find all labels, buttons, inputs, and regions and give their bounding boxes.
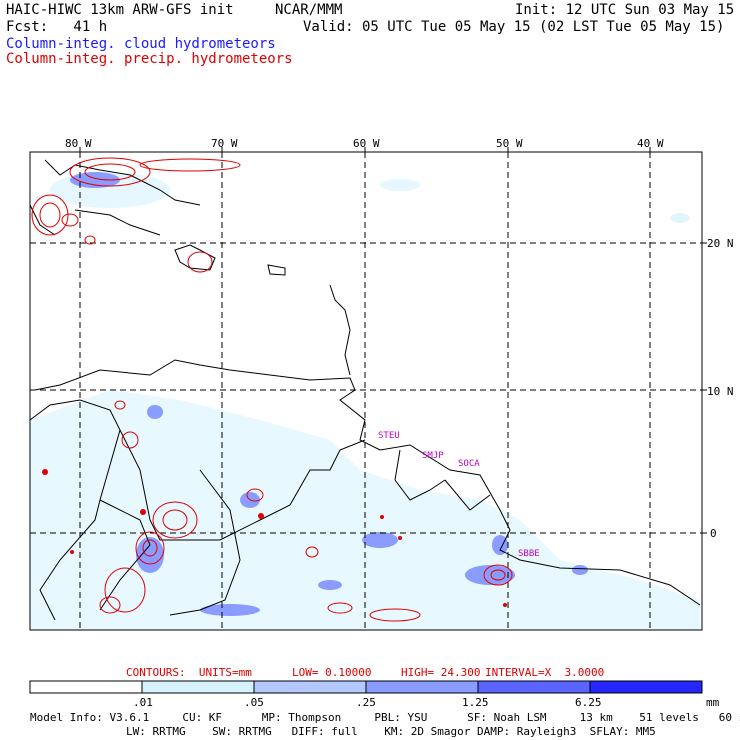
lat-label-0: 0 xyxy=(710,527,717,540)
map-frame xyxy=(29,151,703,631)
lat-label-20n: 20 N xyxy=(707,237,734,250)
colorbar-unit: mm xyxy=(706,696,720,709)
station-steu: STEU xyxy=(378,431,400,441)
lon-label-50w: 50 W xyxy=(496,137,523,150)
precip-contours xyxy=(31,157,513,622)
coastlines xyxy=(29,159,701,621)
legend-precip: Column-integ. precip. hydrometeors xyxy=(6,51,293,67)
org-label: NCAR/MMM xyxy=(275,2,343,18)
legend-cloud: Column-integ. cloud hydrometeors xyxy=(6,36,276,52)
station-smjp: SMJP xyxy=(422,451,444,461)
colorbar-bin-6 xyxy=(589,680,703,694)
lat-label-10n: 10 N xyxy=(707,385,734,398)
colorbar-tick-4: 1.25 xyxy=(462,696,489,709)
colorbar-tick-2: .05 xyxy=(244,696,264,709)
precip-cores xyxy=(42,469,507,607)
colorbar-bin-2 xyxy=(141,680,255,694)
contour-units: CONTOURS: UNITS=mm xyxy=(126,666,252,679)
forecast-hour: Fcst: 41 h xyxy=(6,19,108,35)
colorbar-bin-3 xyxy=(253,680,367,694)
colorbar-tick-3: .25 xyxy=(356,696,376,709)
model-title: HAIC-HIWC 13km ARW-GFS init xyxy=(6,2,234,18)
contour-high: HIGH= 24.300 xyxy=(401,666,481,679)
colorbar-bin-1 xyxy=(29,680,143,694)
lon-label-80w: 80 W xyxy=(65,137,92,150)
colorbar-tick-5: 6.25 xyxy=(575,696,602,709)
model-info-line2: LW: RRTMG SW: RRTMG DIFF: full KM: 2D Sm… xyxy=(126,725,656,738)
model-info-line1: Model Info: V3.6.1 CU: KF MP: Thompson P… xyxy=(30,711,740,724)
station-sbbe: SBBE xyxy=(518,549,540,559)
valid-time: Valid: 05 UTC Tue 05 May 15 (02 LST Tue … xyxy=(303,19,725,35)
colorbar-tick-1: .01 xyxy=(133,696,153,709)
colorbar-bin-4 xyxy=(365,680,479,694)
lon-label-70w: 70 W xyxy=(211,137,238,150)
colorbar-bin-5 xyxy=(477,680,591,694)
init-time: Init: 12 UTC Sun 03 May 15 xyxy=(515,2,735,18)
contour-interval: INTERVAL=X 3.0000 xyxy=(485,666,605,679)
lon-label-40w: 40 W xyxy=(637,137,664,150)
contour-low: LOW= 0.10000 xyxy=(292,666,372,679)
lat-lon-grid xyxy=(30,152,702,630)
frame-ticks xyxy=(79,147,707,534)
station-soca: SOCA xyxy=(458,459,480,469)
lon-label-60w: 60 W xyxy=(353,137,380,150)
